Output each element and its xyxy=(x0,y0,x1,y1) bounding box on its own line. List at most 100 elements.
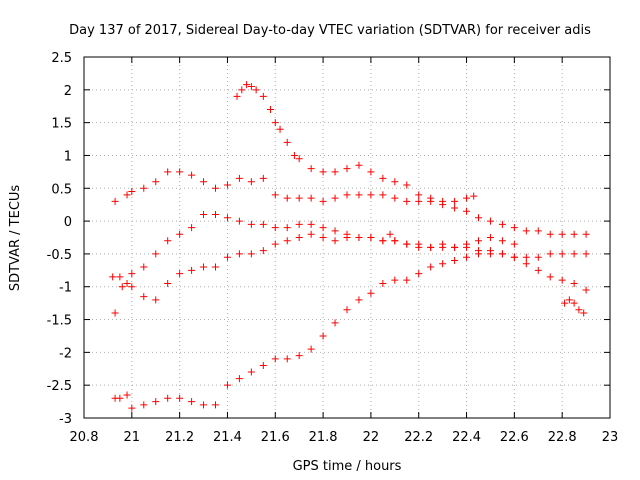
x-tick-label: 21.8 xyxy=(309,430,338,445)
data-point-track-a xyxy=(486,217,494,225)
data-point-track-f xyxy=(570,299,578,307)
data-point-track-d xyxy=(391,237,399,245)
y-tick-label: 0.5 xyxy=(51,182,72,197)
data-point-track-d xyxy=(379,237,387,245)
x-tick-label: 22.6 xyxy=(500,430,529,445)
data-point-track-d xyxy=(582,250,590,258)
data-point-track-b xyxy=(439,197,447,205)
data-point-track-e xyxy=(212,401,219,409)
data-point-track-c xyxy=(475,237,482,245)
data-point-track-f xyxy=(575,306,583,314)
data-point-track-a xyxy=(307,194,315,202)
y-axis: -3 -2.5 -2 -1.5 -1 -0.5 0 0.5 1 1.5 2 2.5 xyxy=(47,51,610,427)
chart-title: Day 137 of 2017, Sidereal Day-to-day VTE… xyxy=(69,23,591,38)
data-point-track-a xyxy=(140,184,148,192)
data-point-track-d xyxy=(522,253,530,261)
data-point-track-b xyxy=(266,106,274,114)
data-point-track-b xyxy=(295,155,303,163)
x-tick-label: 22.8 xyxy=(548,430,577,445)
data-point-track-a xyxy=(498,220,506,228)
data-point-track-a xyxy=(176,168,184,176)
data-point-track-e xyxy=(331,319,339,327)
data-point-track-a xyxy=(331,194,339,202)
x-tick-label: 22 xyxy=(363,430,380,445)
x-tick-label: 22.4 xyxy=(452,430,481,445)
data-point-track-c xyxy=(140,263,148,271)
data-point-track-c xyxy=(271,224,279,232)
data-point-track-a xyxy=(235,174,243,182)
data-point-track-f xyxy=(580,309,588,317)
x-axis-label: GPS time / hours xyxy=(293,459,402,474)
data-point-track-c xyxy=(109,273,117,281)
data-point-track-e xyxy=(463,253,471,261)
data-point-track-a xyxy=(271,191,279,199)
data-point-track-d xyxy=(152,296,160,304)
data-point-track-b xyxy=(276,125,284,133)
data-point-track-e xyxy=(283,355,291,363)
x-tick-label: 20.8 xyxy=(70,430,99,445)
data-point-track-f xyxy=(565,296,573,304)
data-point-track-b xyxy=(427,194,435,202)
data-point-track-e xyxy=(223,381,231,389)
y-tick-label: -2.5 xyxy=(47,379,72,394)
data-point-track-e xyxy=(379,279,387,287)
data-point-track-e xyxy=(307,345,315,353)
data-point-track-e xyxy=(123,391,131,399)
data-point-track-c xyxy=(319,224,327,232)
data-point-track-a xyxy=(451,204,459,212)
data-point-track-d xyxy=(271,240,279,248)
data-point-track-c xyxy=(212,211,219,219)
data-point-track-d xyxy=(355,234,363,241)
data-point-track-e xyxy=(391,276,399,284)
data-point-track-c xyxy=(283,224,291,232)
data-point-track-b xyxy=(451,197,459,205)
x-tick-label: 22.2 xyxy=(404,430,433,445)
data-point-track-b xyxy=(319,168,327,176)
data-point-track-c xyxy=(331,227,339,235)
data-point-track-a xyxy=(403,197,411,205)
data-point-track-e xyxy=(403,276,411,284)
data-point-track-d xyxy=(295,234,303,241)
data-point-track-b xyxy=(470,192,478,200)
data-point-track-d xyxy=(235,250,243,258)
data-point-track-a xyxy=(510,224,518,232)
data-point-track-b xyxy=(243,81,251,89)
data-point-track-e xyxy=(343,306,351,314)
y-tick-label: 1.5 xyxy=(51,117,72,132)
data-point-track-e xyxy=(558,276,566,284)
data-point-track-e xyxy=(582,286,590,294)
data-point-track-a xyxy=(355,191,363,199)
y-tick-label: -1.5 xyxy=(47,314,72,329)
data-point-track-c xyxy=(123,279,131,287)
data-point-track-b xyxy=(290,151,298,159)
data-point-track-e xyxy=(259,361,267,369)
data-point-track-a xyxy=(343,191,351,199)
data-point-track-d xyxy=(415,243,423,251)
data-point-track-e xyxy=(271,355,279,363)
data-point-track-d xyxy=(546,250,554,258)
data-point-track-a xyxy=(111,197,119,205)
data-point-track-a xyxy=(123,191,131,199)
data-point-track-e xyxy=(486,250,494,258)
data-point-track-c xyxy=(235,217,243,225)
x-tick-label: 23 xyxy=(602,430,619,445)
data-point-track-a xyxy=(283,194,291,202)
data-point-track-d xyxy=(307,230,315,238)
data-point-track-c xyxy=(247,220,255,228)
data-point-track-c xyxy=(259,220,267,228)
y-tick-label: 1 xyxy=(64,149,72,164)
data-point-track-a xyxy=(570,230,578,238)
data-point-track-b xyxy=(283,138,291,146)
data-point-track-d xyxy=(367,234,375,241)
data-point-track-e xyxy=(439,260,447,268)
data-point-track-c xyxy=(128,270,136,278)
data-point-track-a xyxy=(475,214,482,222)
x-tick-label: 21 xyxy=(124,430,141,445)
data-point-track-d xyxy=(164,279,172,287)
data-point-track-d xyxy=(343,234,351,241)
data-point-track-e xyxy=(355,296,363,304)
data-point-track-a xyxy=(259,174,267,182)
data-point-track-d xyxy=(283,237,291,245)
data-point-track-e xyxy=(570,279,578,287)
data-point-track-d xyxy=(259,247,267,255)
